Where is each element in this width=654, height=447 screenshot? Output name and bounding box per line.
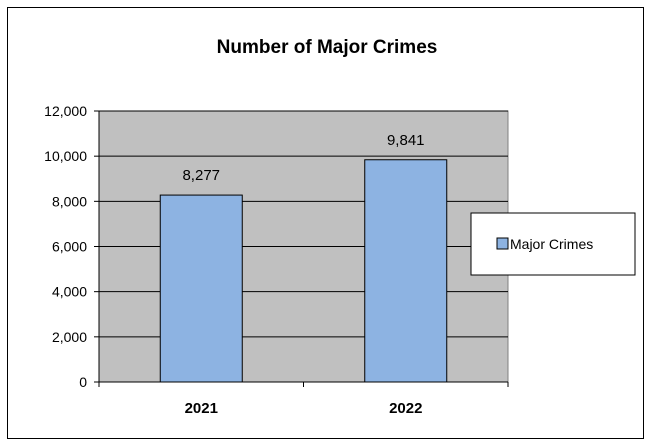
y-tick-label: 2,000 [52,329,87,345]
data-label-2021: 8,277 [182,167,220,184]
x-tick-label-2022: 2022 [389,400,422,417]
chart-title: Number of Major Crimes [217,37,438,58]
legend-swatch [496,237,509,250]
bar-2021 [159,194,243,383]
y-tick-label: 0 [79,374,87,390]
y-tick-label: 8,000 [52,193,87,209]
legend-label: Major Crimes [510,236,593,252]
legend: Major Crimes [470,212,636,276]
x-tick-label-2021: 2021 [185,400,218,417]
y-tick-label: 6,000 [52,239,87,255]
y-tick-label: 10,000 [44,148,87,164]
y-tick-label: 4,000 [52,284,87,300]
data-label-2022: 9,841 [387,132,425,149]
y-tick-label: 12,000 [44,103,87,119]
bar-2022 [364,159,448,383]
